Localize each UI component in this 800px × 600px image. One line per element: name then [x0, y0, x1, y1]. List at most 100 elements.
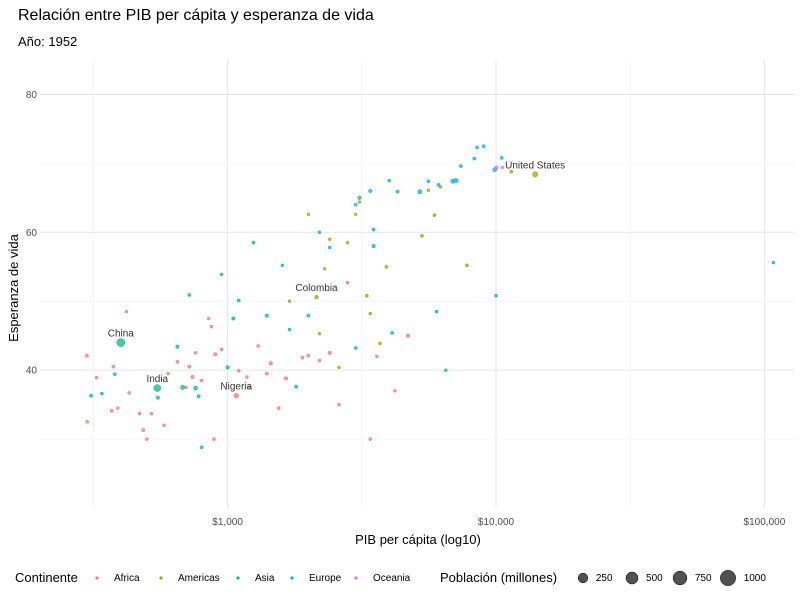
legend-label-europe: Europe	[309, 573, 342, 584]
point-africa	[233, 393, 239, 399]
point-americas	[368, 311, 373, 316]
point-europe	[459, 164, 463, 168]
legend-key-africa	[95, 576, 99, 580]
x-tick-label: $100,000	[744, 517, 786, 528]
point-europe	[499, 156, 504, 160]
annotations: China India Nigeria Colombia United States	[108, 160, 565, 392]
point-europe	[368, 188, 373, 194]
point-americas	[378, 341, 382, 346]
point-africa	[124, 309, 129, 314]
legend-size-key	[672, 570, 688, 586]
legend-size-key	[625, 571, 639, 585]
point-asia	[294, 384, 298, 389]
point-label: China	[108, 329, 135, 340]
point-europe	[481, 144, 486, 149]
point-africa	[175, 360, 180, 364]
point-americas	[306, 212, 311, 217]
point-africa	[187, 364, 192, 369]
point-asia	[180, 385, 186, 390]
point-africa	[245, 375, 249, 379]
point-asia	[390, 331, 394, 335]
point-europe	[327, 245, 332, 250]
point-asia	[89, 393, 94, 398]
point-africa	[393, 389, 397, 393]
point-label: United States	[505, 160, 565, 171]
chart-subtitle: Año: 1952	[18, 34, 77, 49]
point-africa	[85, 420, 90, 424]
legend-label-asia: Asia	[255, 573, 275, 584]
point-africa	[317, 358, 322, 363]
point-asia	[306, 313, 311, 318]
point-africa	[206, 316, 211, 321]
legend-label-oceania: Oceania	[373, 573, 411, 584]
point-asia	[219, 272, 224, 277]
tick-labels: $1,000 $10,000 $100,000 40 60 80	[26, 90, 786, 528]
y-tick-label: 40	[26, 366, 38, 377]
point-europe	[371, 244, 376, 249]
point-africa	[300, 355, 305, 360]
point-asia	[100, 391, 104, 396]
point-europe	[353, 202, 358, 207]
point-asia	[116, 338, 126, 347]
legend-label-americas: Americas	[178, 573, 220, 584]
point-africa	[212, 437, 216, 441]
legend-color-title: Continente	[15, 570, 78, 585]
point-americas	[322, 267, 327, 271]
legend-key-oceania	[354, 576, 358, 580]
point-asia	[193, 385, 198, 391]
point-label: Nigeria	[220, 382, 252, 393]
point-asia	[153, 384, 162, 392]
point-africa	[141, 428, 146, 433]
point-africa	[85, 353, 89, 358]
legend-size-label: 1000	[744, 573, 767, 584]
point-asia	[187, 293, 192, 297]
point-asia	[353, 346, 358, 350]
point-europe	[317, 230, 322, 235]
legend-size-key	[577, 572, 589, 584]
point-americas	[327, 237, 332, 241]
y-tick-label: 80	[26, 90, 38, 101]
point-africa	[190, 374, 195, 380]
point-americas	[420, 233, 424, 238]
legend-size-key	[720, 570, 736, 586]
point-asia	[175, 344, 180, 349]
point-asia	[371, 227, 376, 232]
point-americas	[364, 293, 369, 298]
point-americas	[432, 213, 437, 218]
point-africa	[219, 347, 224, 352]
point-europe	[395, 189, 400, 194]
point-africa	[236, 369, 241, 373]
point-africa	[127, 391, 131, 395]
point-americas	[426, 188, 431, 193]
x-axis-title: PIB per cápita (log10)	[355, 532, 481, 547]
point-africa	[137, 411, 142, 416]
point-europe	[280, 263, 285, 268]
point-africa	[116, 406, 120, 410]
x-tick-label: $1,000	[212, 517, 243, 528]
point-africa	[111, 364, 116, 369]
point-asia	[196, 394, 201, 399]
point-americas	[337, 365, 341, 370]
point-americas	[317, 331, 322, 336]
y-axis-title: Esperanza de vida	[6, 233, 21, 341]
legend-key-europe	[290, 576, 294, 580]
point-africa	[247, 385, 251, 390]
point-europe	[472, 156, 477, 161]
point-africa	[256, 344, 261, 348]
legend-key-americas	[159, 576, 163, 580]
y-tick-label: 60	[26, 228, 38, 239]
point-africa	[199, 378, 204, 383]
point-africa	[337, 402, 341, 407]
point-americas	[314, 294, 319, 300]
legend-size-label: 250	[596, 573, 613, 584]
grid	[40, 60, 795, 508]
point-europe	[387, 178, 392, 183]
point-asia	[434, 309, 439, 314]
point-asia	[113, 372, 117, 377]
point-americas	[509, 169, 514, 174]
point-asia	[494, 293, 498, 298]
point-africa	[213, 352, 218, 357]
point-americas	[357, 200, 362, 204]
point-label: Colombia	[295, 283, 338, 294]
